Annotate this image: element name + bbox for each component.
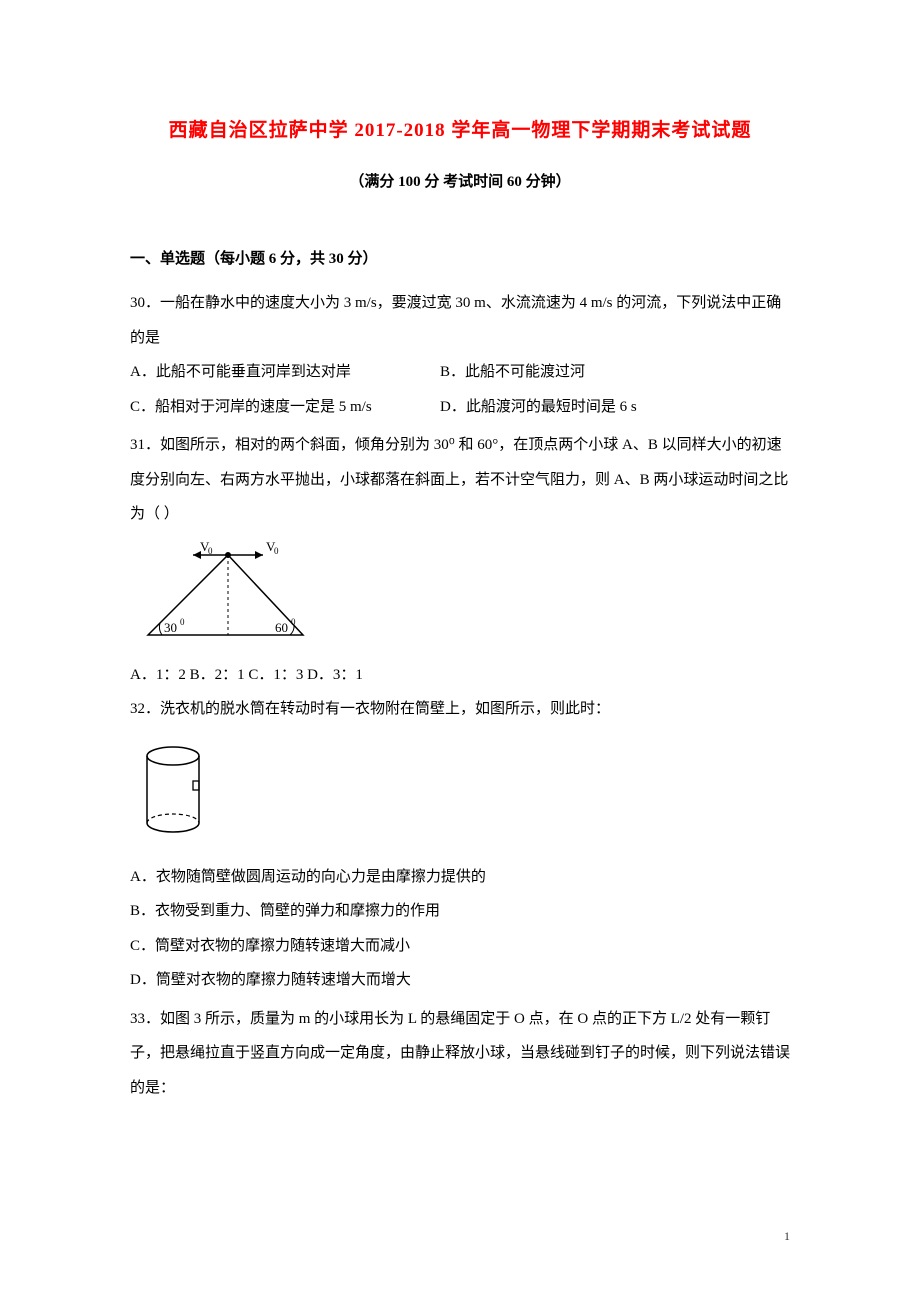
svg-text:0: 0 [274, 546, 279, 556]
svg-text:30: 30 [164, 620, 177, 635]
exam-subtitle: （满分 100 分 考试时间 60 分钟） [130, 170, 790, 191]
q30-option-b: B．此船不可能渡过河 [440, 355, 585, 390]
question-30-stem: 30．一船在静水中的速度大小为 3 m/s，要渡过宽 30 m、水流流速为 4 … [130, 286, 790, 355]
svg-text:0: 0 [208, 546, 213, 556]
figure-cylinder [138, 741, 790, 846]
q30-option-a: A．此船不可能垂直河岸到达对岸 [130, 355, 440, 390]
svg-text:0: 0 [180, 617, 185, 627]
q30-option-d: D．此船渡河的最短时间是 6 s [440, 390, 637, 425]
q30-option-c: C．船相对于河岸的速度一定是 5 m/s [130, 390, 440, 425]
q32-option-d: D．筒壁对衣物的摩擦力随转速增大而增大 [130, 963, 790, 998]
question-33-stem: 33．如图 3 所示，质量为 m 的小球用长为 L 的悬绳固定于 O 点，在 O… [130, 1002, 790, 1106]
question-31: 31．如图所示，相对的两个斜面，倾角分别为 30⁰ 和 60°，在顶点两个小球 … [130, 428, 790, 532]
page-number: 1 [784, 1229, 790, 1244]
svg-text:60: 60 [275, 620, 288, 635]
exam-title: 西藏自治区拉萨中学 2017-2018 学年高一物理下学期期末考试试题 [130, 115, 790, 142]
section-1-header: 一、单选题（每小题 6 分，共 30 分） [130, 247, 790, 268]
q32-option-b: B．衣物受到重力、筒壁的弹力和摩擦力的作用 [130, 894, 790, 929]
q31-options: A．1：2 B．2：1 C．1：3 D．3：1 [130, 658, 790, 693]
q32-options: A．衣物随筒壁做圆周运动的向心力是由摩擦力提供的 B．衣物受到重力、筒壁的弹力和… [130, 860, 790, 998]
svg-text:0: 0 [291, 617, 296, 627]
q32-option-a: A．衣物随筒壁做圆周运动的向心力是由摩擦力提供的 [130, 860, 790, 895]
question-30: 30．一船在静水中的速度大小为 3 m/s，要渡过宽 30 m、水流流速为 4 … [130, 286, 790, 424]
q32-option-c: C．筒壁对衣物的摩擦力随转速增大而减小 [130, 929, 790, 964]
question-31-stem: 31．如图所示，相对的两个斜面，倾角分别为 30⁰ 和 60°，在顶点两个小球 … [130, 428, 790, 532]
figure-triangle-slopes: V 0 V 0 30 0 60 0 [138, 540, 790, 650]
question-33: 33．如图 3 所示，质量为 m 的小球用长为 L 的悬绳固定于 O 点，在 O… [130, 1002, 790, 1106]
question-32: 32．洗衣机的脱水筒在转动时有一衣物附在筒壁上，如图所示，则此时： [130, 692, 790, 727]
question-32-stem: 32．洗衣机的脱水筒在转动时有一衣物附在筒壁上，如图所示，则此时： [130, 692, 790, 727]
